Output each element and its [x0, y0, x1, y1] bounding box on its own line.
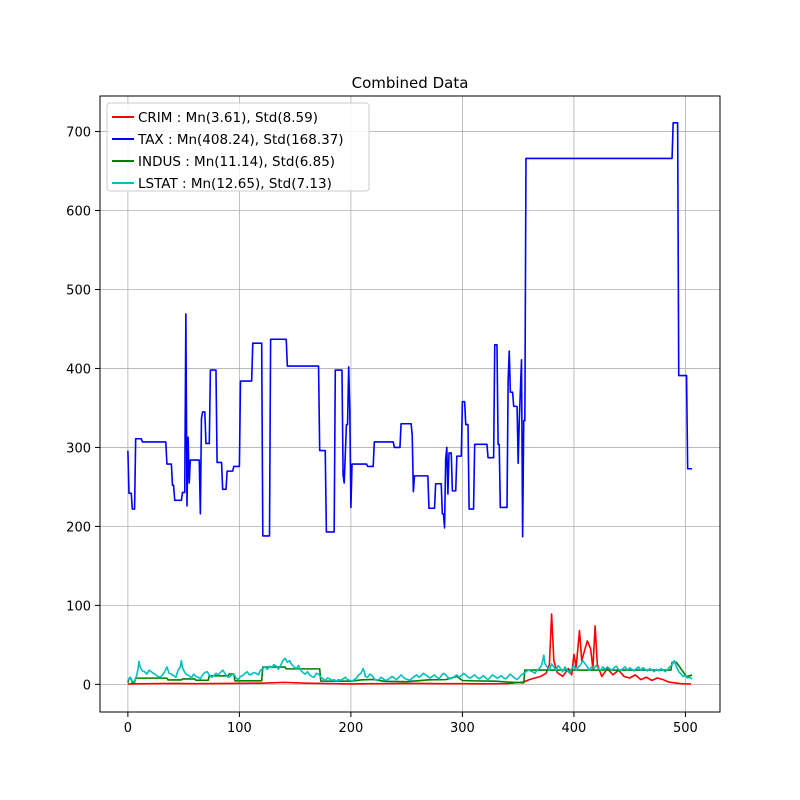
y-tick-label: 300 — [66, 441, 91, 456]
legend-label: INDUS : Mn(11.14), Std(6.85) — [138, 154, 335, 170]
series-layer — [127, 122, 693, 685]
axes-frame — [99, 95, 721, 713]
x-tick-label: 200 — [338, 721, 363, 736]
x-tick-label: 500 — [673, 721, 698, 736]
x-tick-label: 100 — [227, 721, 252, 736]
legend-label: TAX : Mn(408.24), Std(168.37) — [137, 132, 344, 148]
grid — [100, 96, 720, 712]
legend-label: LSTAT : Mn(12.65), Std(7.13) — [138, 176, 332, 192]
series-line-1 — [127, 122, 693, 538]
series-line-3 — [127, 654, 693, 683]
chart-title: Combined Data — [352, 74, 469, 92]
y-tick-label: 200 — [66, 520, 91, 535]
y-tick-label: 600 — [66, 205, 91, 220]
y-tick-label: 400 — [66, 362, 91, 377]
x-tick-label: 0 — [124, 721, 132, 736]
legend-box — [106, 102, 370, 192]
legend-label: CRIM : Mn(3.61), Std(8.59) — [138, 110, 318, 126]
legend: CRIM : Mn(3.61), Std(8.59) TAX : Mn(408.2… — [106, 102, 370, 192]
y-tick-label: 500 — [66, 283, 91, 298]
axis-ticks: 0 100 200 300 400 500 0 100 200 300 400 500 600 700 — [66, 126, 698, 736]
y-tick-label: 700 — [66, 126, 91, 141]
series-line-2 — [127, 661, 693, 684]
x-tick-label: 300 — [450, 721, 475, 736]
y-tick-label: 100 — [66, 599, 91, 614]
x-tick-label: 400 — [562, 721, 587, 736]
y-tick-label: 0 — [83, 678, 91, 693]
series-line-0 — [127, 613, 692, 685]
